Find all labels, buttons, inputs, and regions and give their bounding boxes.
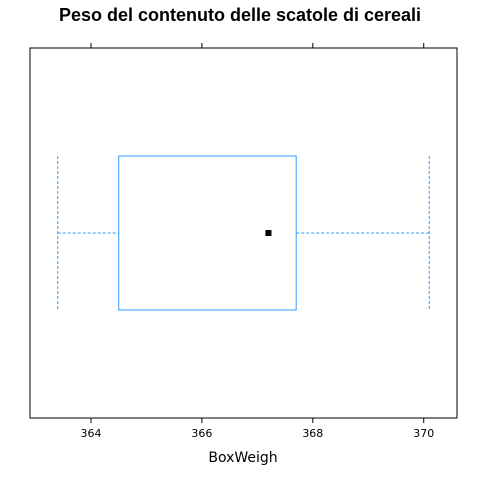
iqr-box [118,155,297,311]
x-axis-label: BoxWeigh [208,450,277,466]
chart-title: Peso del contenuto delle scatole di cere… [59,5,421,25]
top-ticks [90,43,425,48]
bottom-ticks [90,418,425,423]
box-plot [57,155,430,311]
plot-frame [29,47,458,419]
x-tick-label-368: 368 [302,427,323,440]
x-tick-label-364: 364 [81,427,102,440]
x-tick-label-366: 366 [191,427,212,440]
x-tick-label-370: 370 [413,427,434,440]
x-tick-labels: 364 366 368 370 [81,427,435,440]
median-marker [265,230,272,236]
